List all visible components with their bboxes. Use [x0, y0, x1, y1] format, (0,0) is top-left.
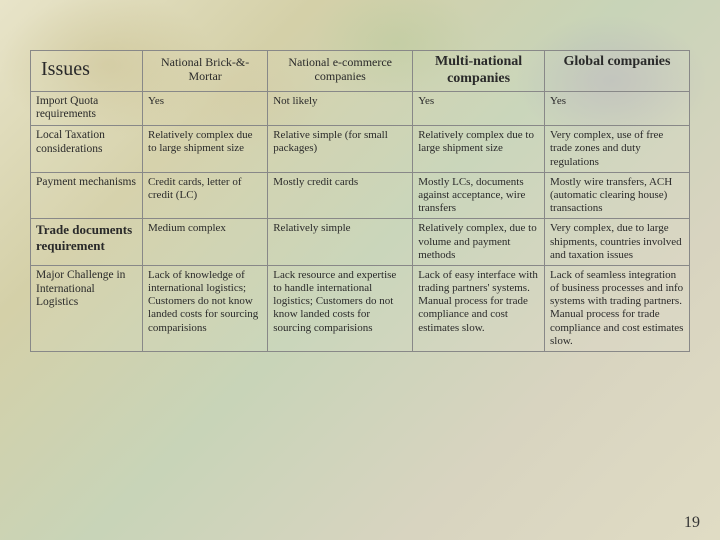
cell: Very complex, use of free trade zones an… [544, 126, 689, 173]
col-national-brick: National Brick-&-Mortar [143, 51, 268, 92]
cell: Medium complex [143, 219, 268, 266]
table-row: Local Taxation considerations Relatively… [31, 126, 690, 173]
cell: Yes [413, 91, 545, 126]
row-major-challenge: Major Challenge in International Logisti… [31, 265, 143, 351]
row-payment: Payment mechanisms [31, 172, 143, 219]
cell: Lack of easy interface with trading part… [413, 265, 545, 351]
table-row: Import Quota requirements Yes Not likely… [31, 91, 690, 126]
cell: Lack of knowledge of international logis… [143, 265, 268, 351]
cell: Relatively complex due to large shipment… [143, 126, 268, 173]
cell: Relatively simple [268, 219, 413, 266]
cell: Relatively complex due to large shipment… [413, 126, 545, 173]
cell: Not likely [268, 91, 413, 126]
cell: Credit cards, letter of credit (LC) [143, 172, 268, 219]
col-global: Global companies [544, 51, 689, 92]
cell: Relative simple (for small packages) [268, 126, 413, 173]
cell: Very complex, due to large shipments, co… [544, 219, 689, 266]
header-row: Issues National Brick-&-Mortar National … [31, 51, 690, 92]
row-local-taxation: Local Taxation considerations [31, 126, 143, 173]
cell: Mostly wire transfers, ACH (automatic cl… [544, 172, 689, 219]
cell: Relatively complex, due to volume and pa… [413, 219, 545, 266]
cell: Yes [544, 91, 689, 126]
row-trade-documents: Trade documents requirement [31, 219, 143, 266]
comparison-table: Issues National Brick-&-Mortar National … [30, 50, 690, 352]
col-issues: Issues [31, 51, 143, 92]
col-multinational: Multi-national companies [413, 51, 545, 92]
table-row: Major Challenge in International Logisti… [31, 265, 690, 351]
cell: Lack of seamless integration of business… [544, 265, 689, 351]
row-import-quota: Import Quota requirements [31, 91, 143, 126]
cell: Yes [143, 91, 268, 126]
cell: Mostly LCs, documents against acceptance… [413, 172, 545, 219]
comparison-table-container: Issues National Brick-&-Mortar National … [30, 50, 690, 500]
table-row: Trade documents requirement Medium compl… [31, 219, 690, 266]
table-row: Payment mechanisms Credit cards, letter … [31, 172, 690, 219]
cell: Lack resource and expertise to handle in… [268, 265, 413, 351]
cell: Mostly credit cards [268, 172, 413, 219]
col-national-ecommerce: National e-commerce companies [268, 51, 413, 92]
page-number: 19 [684, 514, 700, 532]
